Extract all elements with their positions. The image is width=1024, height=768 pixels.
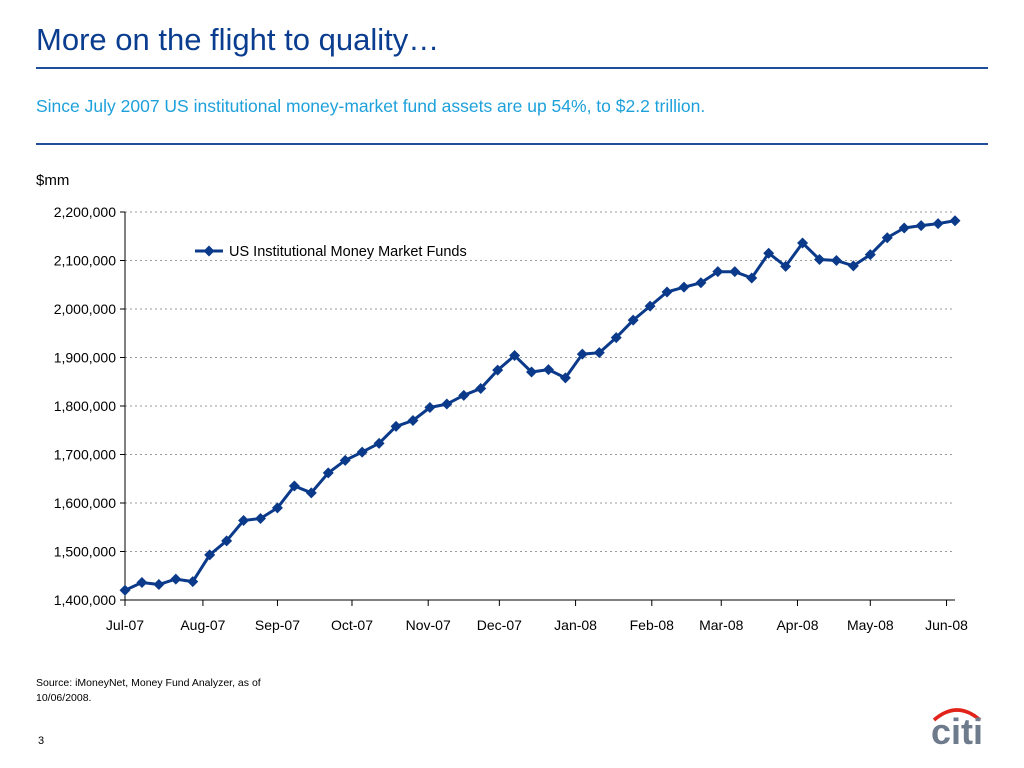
page-number: 3 [38,735,45,747]
x-tick-label: Jan-08 [554,617,597,633]
source-note: Source: iMoneyNet, Money Fund Analyzer, … [36,677,261,704]
data-point [576,348,588,360]
data-point [797,237,809,249]
data-point [881,232,893,244]
y-tick-label: 2,000,000 [54,301,116,317]
data-point [271,502,283,514]
data-point [627,314,639,326]
page-title: More on the flight to quality… [36,22,440,57]
data-point [187,576,199,588]
y-tick-label: 2,200,000 [54,204,116,220]
citi-logo-arc [932,708,982,722]
data-point [322,467,334,479]
legend-marker [203,245,215,257]
subtitle: Since July 2007 US institutional money-m… [36,96,706,116]
data-point [373,437,385,449]
data-point [221,535,233,547]
data-point [356,446,368,458]
data-point [898,222,910,234]
y-tick-label: 1,900,000 [54,350,116,366]
y-tick-label: 1,600,000 [54,495,116,511]
data-point [695,277,707,289]
x-tick-label: Mar-08 [699,617,744,633]
data-point [932,218,944,230]
data-point [407,415,419,427]
data-point [136,577,148,589]
title-divider [36,67,988,69]
x-tick-label: Apr-08 [776,617,818,633]
data-point [864,249,876,261]
x-tick-label: Nov-07 [406,617,451,633]
data-point [305,487,317,499]
x-tick-label: Oct-07 [331,617,373,633]
data-point [339,454,351,466]
data-point [847,260,859,272]
x-tick-label: May-08 [847,617,894,633]
data-point [526,366,538,378]
data-point [610,332,622,344]
data-point [204,549,216,561]
x-tick-label: Dec-07 [477,617,522,633]
x-tick-label: Feb-08 [630,617,675,633]
x-tick-label: Jun-08 [925,617,968,633]
y-tick-label: 2,100,000 [54,253,116,269]
legend-label: US Institutional Money Market Funds [229,244,467,260]
data-point [949,215,961,227]
data-point [424,401,436,413]
data-point [644,300,656,312]
data-point [238,514,250,526]
y-tick-label: 1,700,000 [54,447,116,463]
data-point [559,372,571,384]
data-point [915,220,927,232]
x-tick-label: Jul-07 [106,617,144,633]
data-point [729,266,741,278]
citi-logo-text: citi [931,711,983,752]
data-point [119,584,131,596]
data-point [746,272,758,284]
subtitle-divider [36,143,988,145]
x-tick-label: Sep-07 [255,617,300,633]
data-point [288,480,300,492]
data-point [542,364,554,376]
data-point [763,247,775,259]
citi-logo: citi [931,708,983,752]
unit-label: $mm [36,172,70,189]
data-point [492,364,504,376]
data-point [458,389,470,401]
data-point [475,383,487,395]
data-point [593,347,605,359]
data-point [830,255,842,266]
data-point [813,254,825,266]
data-point [170,573,182,585]
data-point [255,513,267,525]
y-tick-label: 1,400,000 [54,592,116,608]
x-tick-label: Aug-07 [180,617,225,633]
y-tick-label: 1,800,000 [54,398,116,414]
data-point [780,260,792,272]
data-point [712,266,724,278]
data-point [509,350,521,362]
line-chart: 1,400,000 1,500,000 1,600,000 1,700,000 1,80… [54,204,968,633]
y-tick-label: 1,500,000 [54,544,116,560]
data-point [678,281,690,293]
data-point [153,578,165,590]
data-point [661,286,673,298]
data-point [390,420,402,432]
data-point [441,398,453,410]
